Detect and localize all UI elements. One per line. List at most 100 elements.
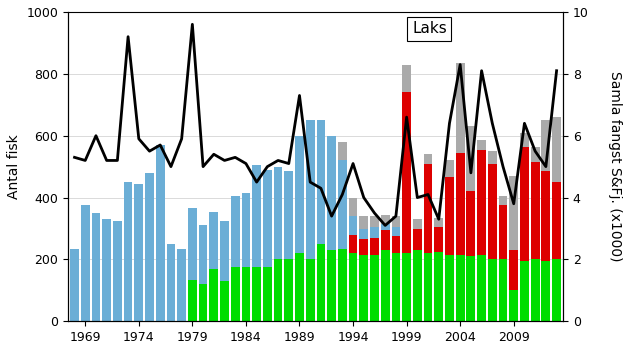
Bar [316, 120, 325, 244]
Bar [542, 171, 550, 261]
Bar [135, 184, 143, 321]
Bar [381, 224, 389, 230]
Bar [402, 92, 411, 253]
Bar [359, 229, 368, 239]
Bar [338, 160, 347, 249]
Bar [274, 167, 282, 259]
Bar [531, 162, 540, 259]
Bar [402, 253, 411, 321]
Bar [231, 196, 240, 267]
Bar [531, 259, 540, 321]
Bar [509, 290, 518, 321]
Bar [467, 256, 476, 321]
Bar [520, 133, 529, 146]
Bar [167, 244, 175, 321]
Bar [220, 221, 229, 281]
Bar [499, 205, 508, 259]
Bar [477, 150, 486, 255]
Bar [295, 253, 304, 321]
Bar [488, 151, 497, 164]
Bar [445, 160, 454, 178]
Bar [488, 259, 497, 321]
Bar [435, 218, 443, 227]
Bar [242, 267, 250, 321]
Bar [413, 250, 421, 321]
Bar [199, 225, 208, 284]
Bar [391, 236, 400, 253]
Bar [359, 255, 368, 321]
Bar [477, 255, 486, 321]
Bar [306, 259, 314, 321]
Bar [188, 208, 197, 279]
Bar [381, 214, 389, 224]
Bar [424, 154, 432, 164]
Bar [348, 235, 357, 253]
Bar [252, 267, 261, 321]
Bar [467, 191, 476, 256]
Bar [348, 253, 357, 321]
Bar [81, 205, 89, 321]
Bar [435, 252, 443, 321]
Bar [263, 170, 272, 267]
Bar [413, 219, 421, 229]
Bar [456, 255, 465, 321]
Bar [499, 196, 508, 205]
Bar [124, 182, 133, 321]
Bar [188, 279, 197, 321]
Bar [509, 250, 518, 290]
Bar [509, 176, 518, 250]
Bar [113, 221, 122, 321]
Bar [327, 136, 336, 250]
Bar [199, 284, 208, 321]
Bar [156, 145, 165, 321]
Bar [263, 267, 272, 321]
Bar [306, 120, 314, 259]
Bar [391, 216, 400, 227]
Bar [424, 253, 432, 321]
Bar [242, 193, 250, 267]
Bar [359, 239, 368, 255]
Bar [499, 259, 508, 321]
Bar [252, 165, 261, 267]
Bar [92, 213, 101, 321]
Bar [477, 140, 486, 150]
Bar [231, 267, 240, 321]
Bar [488, 164, 497, 259]
Bar [348, 216, 357, 235]
Bar [552, 182, 561, 259]
Bar [456, 63, 465, 153]
Bar [391, 253, 400, 321]
Bar [327, 250, 336, 321]
Bar [103, 219, 111, 321]
Bar [145, 173, 154, 321]
Bar [348, 198, 357, 216]
Bar [370, 227, 379, 238]
Bar [370, 238, 379, 255]
Bar [338, 249, 347, 321]
Y-axis label: Samla fangst S&Fj. (x1000): Samla fangst S&Fj. (x1000) [608, 71, 622, 262]
Bar [552, 117, 561, 182]
Bar [338, 142, 347, 160]
Bar [295, 136, 304, 253]
Y-axis label: Antal fisk: Antal fisk [7, 134, 21, 199]
Bar [542, 261, 550, 321]
Bar [274, 259, 282, 321]
Text: Laks: Laks [412, 21, 447, 36]
Bar [552, 259, 561, 321]
Bar [520, 261, 529, 321]
Bar [70, 249, 79, 321]
Bar [177, 249, 186, 321]
Bar [381, 250, 389, 321]
Bar [456, 153, 465, 255]
Bar [316, 244, 325, 321]
Bar [370, 255, 379, 321]
Bar [220, 281, 229, 321]
Bar [445, 255, 454, 321]
Bar [531, 146, 540, 162]
Bar [402, 65, 411, 92]
Bar [284, 259, 293, 321]
Bar [445, 178, 454, 255]
Bar [370, 216, 379, 227]
Bar [435, 227, 443, 252]
Bar [391, 227, 400, 236]
